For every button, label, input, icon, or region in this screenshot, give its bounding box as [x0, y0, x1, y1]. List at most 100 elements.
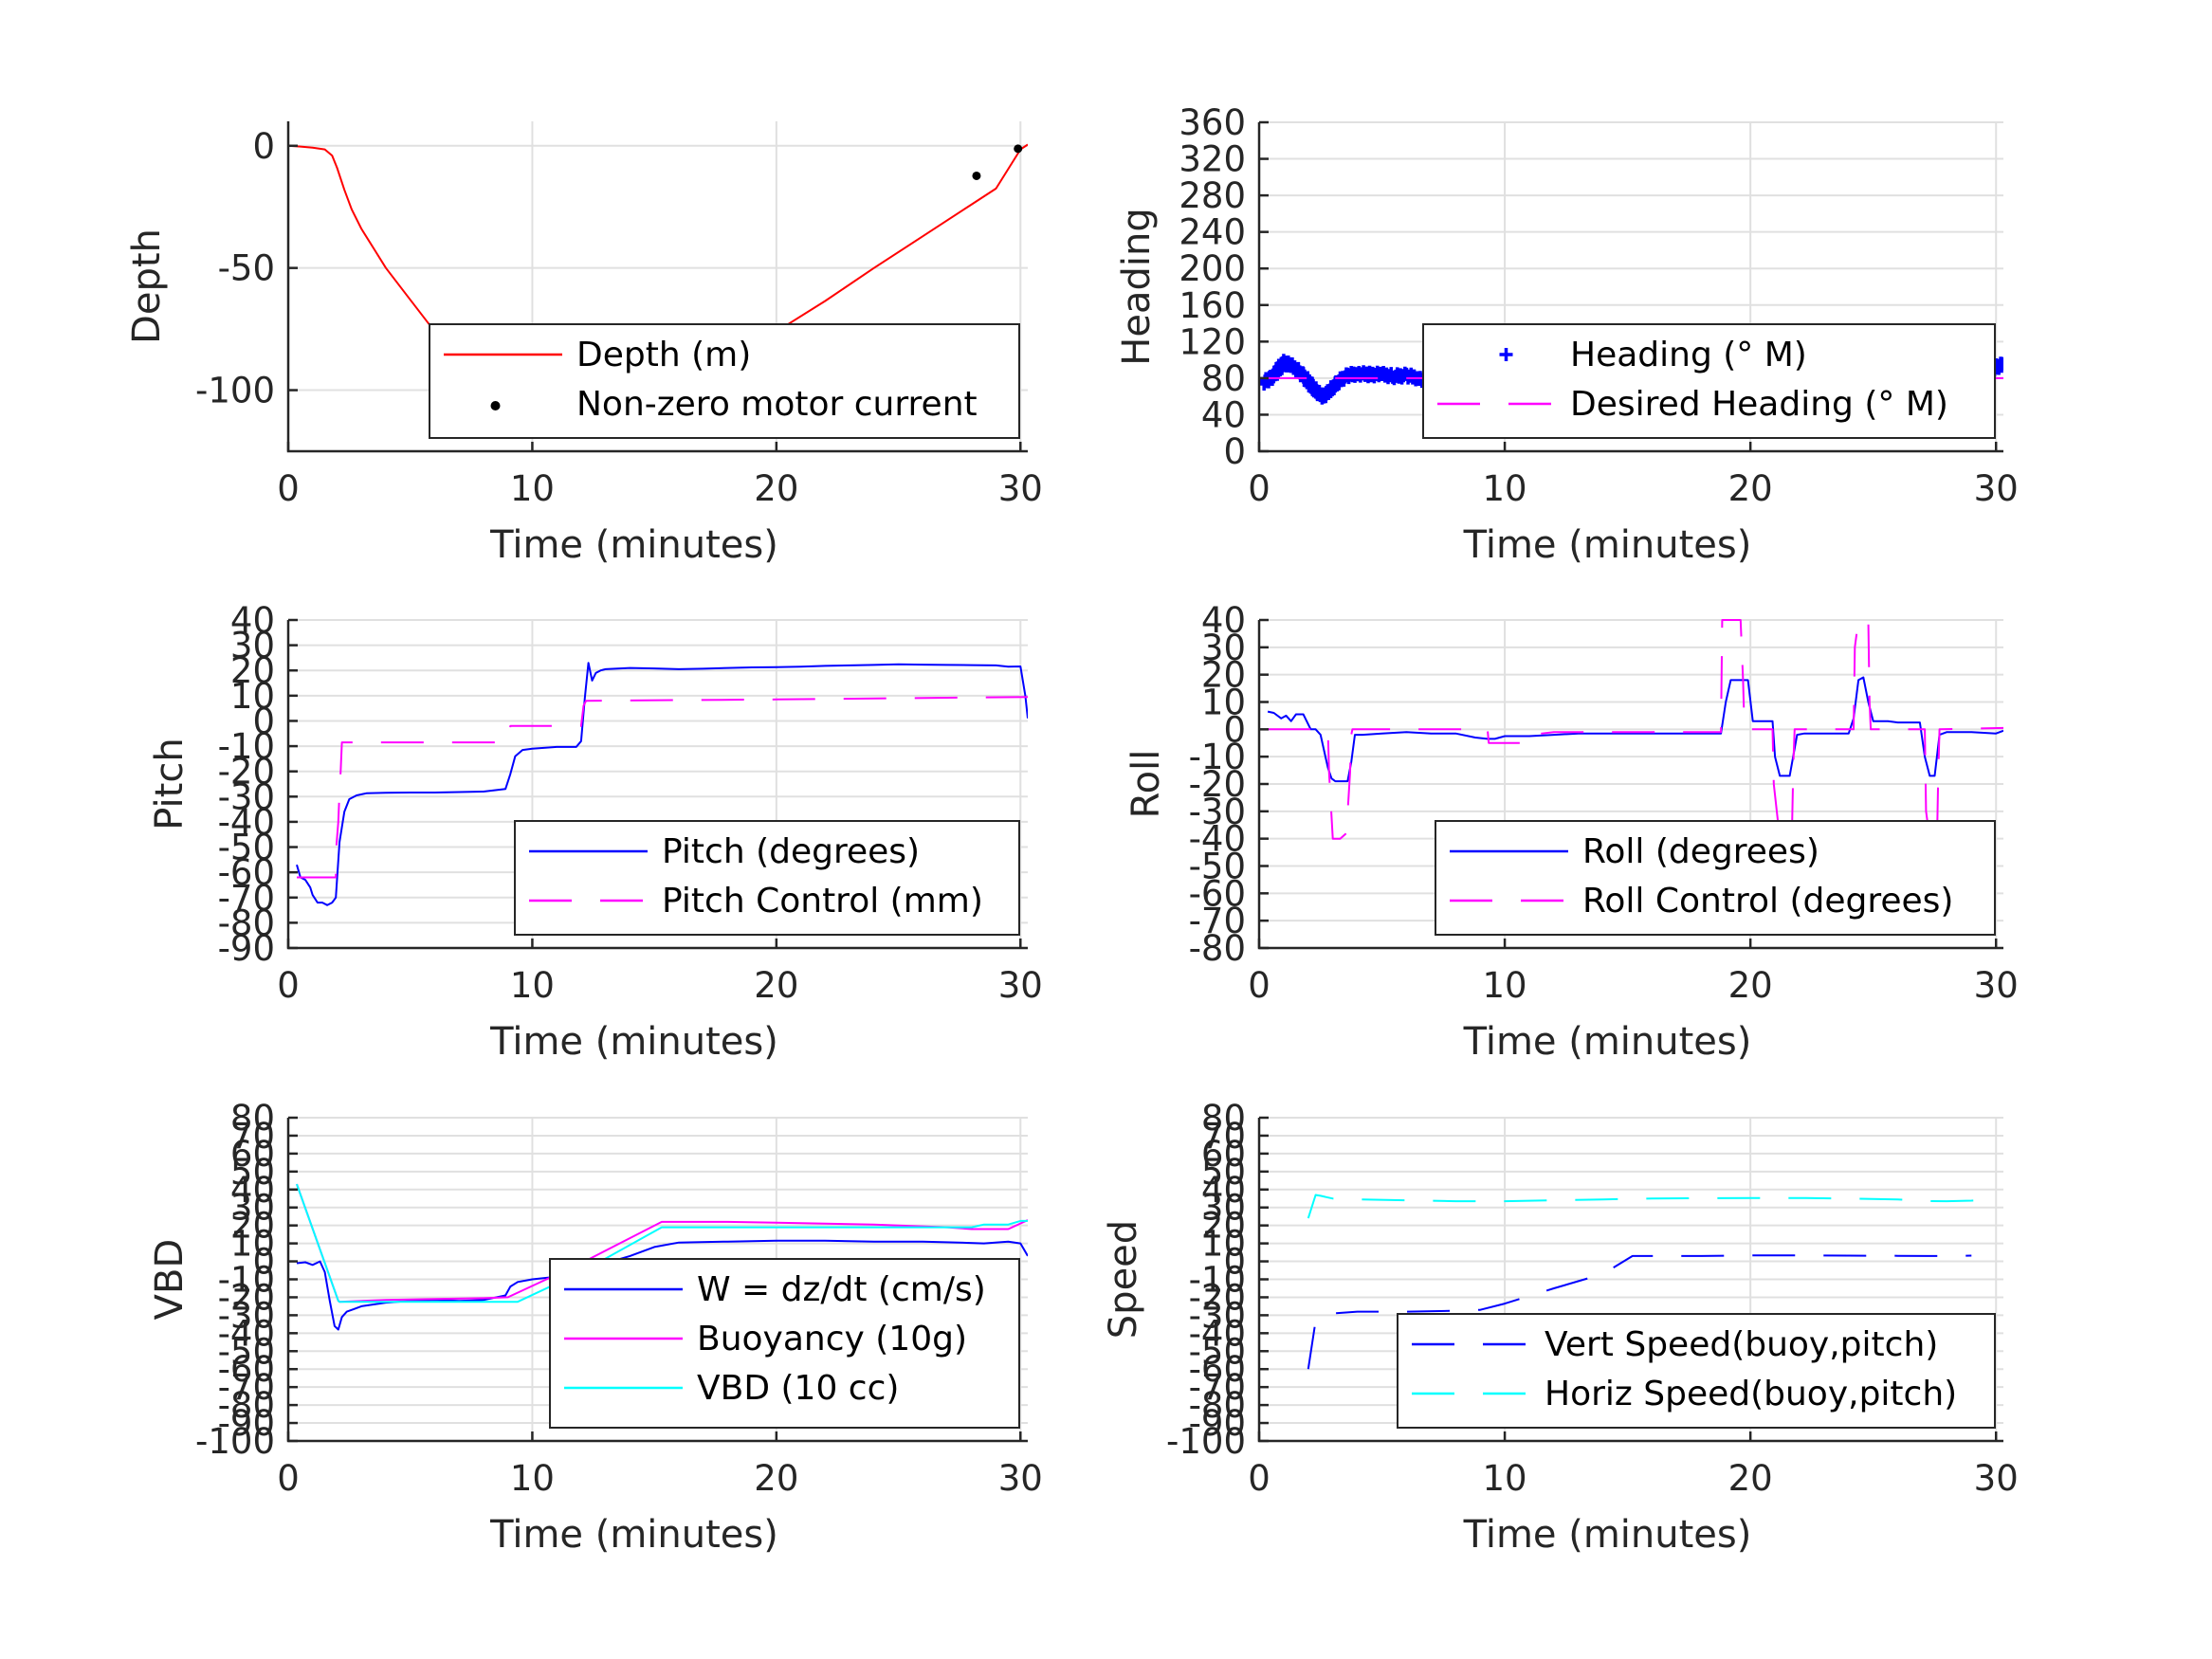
roll-y-tick-label: -20 — [1189, 764, 1246, 805]
vbd-y-tick-label: -10 — [218, 1260, 275, 1301]
speed-y-tick-label: -20 — [1189, 1277, 1246, 1318]
heading-y-tick-label: 240 — [1179, 212, 1246, 253]
roll-y-tick-label: -60 — [1189, 873, 1246, 914]
speed-y-tick-label: 70 — [1201, 1116, 1246, 1157]
roll-y-tick-label: -50 — [1189, 847, 1246, 887]
vbd-x-axis-label: Time (minutes) — [489, 1513, 778, 1557]
heading-legend-marker-0 — [1499, 348, 1513, 361]
heading-x-tick-label: 20 — [1728, 468, 1773, 509]
speed-series-0 — [1307, 1254, 1972, 1370]
speed-y-tick-label: -50 — [1189, 1331, 1246, 1372]
depth-marker — [1014, 144, 1023, 154]
roll-legend-label-0: Roll (degrees) — [1582, 832, 1819, 871]
vbd-y-tick-label: -70 — [218, 1367, 275, 1408]
depth-y-tick-label: 0 — [252, 126, 275, 167]
vbd-y-tick-label: 40 — [230, 1170, 275, 1211]
roll-line — [1267, 676, 2003, 783]
speed-y-tick-label: 80 — [1201, 1098, 1246, 1139]
pitch-legend-label-1: Pitch Control (mm) — [662, 882, 983, 921]
heading-x-tick-label: 0 — [1248, 468, 1271, 509]
heading-y-tick-label: 360 — [1179, 102, 1246, 143]
pitch-series — [296, 662, 1028, 906]
pitch-x-tick-label: 0 — [277, 965, 300, 1006]
vbd-y-tick-label: 80 — [230, 1098, 275, 1139]
vbd-legend: W = dz/dt (cm/s) Buoyancy (10g) VBD (10 cc… — [549, 1258, 1020, 1429]
pitch-y-tick-label: 30 — [230, 626, 275, 666]
speed-x-tick-label: 0 — [1248, 1458, 1271, 1499]
vbd-x-tick-label: 20 — [754, 1458, 798, 1499]
vbd-legend-label-0: W = dz/dt (cm/s) — [697, 1270, 986, 1309]
pitch-panel: 0 10 20 30403020100-10-20-30-40-50-60-70-80… — [148, 600, 1043, 1064]
roll-x-axis-label: Time (minutes) — [1463, 1020, 1752, 1064]
vbd-panel: 0 10 20 3080706050403020100-10-20-30-40-50-… — [148, 1098, 1043, 1557]
vbd-y-tick-label: -60 — [218, 1349, 275, 1390]
vbd-y-tick-label: 10 — [230, 1224, 275, 1265]
vbd-legend-box — [549, 1258, 1020, 1429]
heading-x-tick-label: 10 — [1483, 468, 1527, 509]
roll-legend-label-1: Roll Control (degrees) — [1582, 882, 1953, 921]
speed-y-tick-label: -70 — [1189, 1367, 1246, 1408]
speed-legend-box — [1397, 1313, 1996, 1429]
speed-x-axis-label: Time (minutes) — [1463, 1513, 1752, 1557]
depth-legend-label-0: Depth (m) — [576, 336, 751, 374]
depth-y-tick-label: -50 — [218, 248, 275, 289]
roll-y-axis-label: Roll — [1124, 750, 1168, 819]
roll-x-tick-label: 20 — [1728, 965, 1773, 1006]
speed-panel: 0 10 20 3080706050403020100-10-20-30-40-50-… — [1102, 1098, 2019, 1557]
pitch-x-tick-label: 10 — [510, 965, 555, 1006]
vbd-axes: 0 10 20 3080706050403020100-10-20-30-40-50-… — [195, 1098, 1043, 1499]
heading-legend-label-0: Heading (° M) — [1570, 336, 1807, 374]
roll-y-tick-label: -30 — [1189, 792, 1246, 832]
heading-y-tick-label: 200 — [1179, 248, 1246, 289]
pitch-line — [297, 696, 1028, 879]
pitch-y-tick-label: -30 — [218, 776, 275, 817]
speed-x-tick-label: 20 — [1728, 1458, 1773, 1499]
vbd-y-tick-label: 20 — [230, 1206, 275, 1247]
heading-y-tick-label: 320 — [1179, 139, 1246, 180]
speed-y-tick-label: -80 — [1189, 1385, 1246, 1426]
vbd-series-2 — [296, 1183, 1028, 1304]
depth-legend-marker-1 — [490, 401, 501, 410]
vbd-line — [296, 1239, 1028, 1331]
speed-x-tick-label: 10 — [1483, 1458, 1527, 1499]
speed-legend-label-1: Horiz Speed(buoy,pitch) — [1545, 1375, 1957, 1413]
roll-y-tick-label: -70 — [1189, 901, 1246, 941]
pitch-y-tick-label: -90 — [218, 928, 275, 969]
heading-x-tick-label: 30 — [1974, 468, 2019, 509]
speed-x-tick-label: 30 — [1974, 1458, 2019, 1499]
vbd-y-tick-label: 0 — [252, 1242, 275, 1283]
depth-x-axis-label: Time (minutes) — [489, 523, 778, 567]
pitch-legend-label-0: Pitch (degrees) — [662, 832, 920, 871]
depth-legend: Depth (m) Non-zero motor current — [429, 323, 1020, 439]
vbd-y-tick-label: -20 — [218, 1277, 275, 1318]
speed-legend-label-0: Vert Speed(buoy,pitch) — [1545, 1325, 1938, 1364]
depth-x-tick-label: 0 — [277, 468, 300, 509]
speed-y-tick-label: 0 — [1223, 1242, 1246, 1283]
pitch-y-tick-label: 20 — [230, 650, 275, 691]
heading-y-tick-label: 40 — [1201, 394, 1246, 435]
speed-y-tick-label: 50 — [1201, 1152, 1246, 1193]
heading-y-tick-label: 80 — [1201, 358, 1246, 399]
roll-x-tick-label: 0 — [1248, 965, 1271, 1006]
depth-x-tick-label: 30 — [998, 468, 1043, 509]
vbd-x-tick-label: 30 — [998, 1458, 1043, 1499]
heading-x-axis-label: Time (minutes) — [1463, 523, 1752, 567]
speed-y-tick-label: -30 — [1189, 1295, 1246, 1336]
speed-y-tick-label: -10 — [1189, 1260, 1246, 1301]
speed-y-tick-label: -40 — [1189, 1313, 1246, 1354]
roll-y-tick-label: -40 — [1189, 819, 1246, 860]
depth-legend-label-1: Non-zero motor current — [576, 385, 978, 424]
roll-y-tick-label: 0 — [1223, 709, 1246, 750]
vbd-y-tick-label: -40 — [218, 1313, 275, 1354]
pitch-series-0 — [296, 662, 1028, 906]
depth-axes: 0 10 20 30 0 -50 -100 — [195, 121, 1043, 509]
speed-y-tick-label: 60 — [1201, 1134, 1246, 1175]
heading-y-tick-label: 280 — [1179, 175, 1246, 216]
roll-legend-box — [1435, 820, 1996, 936]
roll-y-tick-label: -10 — [1189, 737, 1246, 777]
speed-y-tick-label: 10 — [1201, 1224, 1246, 1265]
vbd-series-0 — [296, 1239, 1028, 1331]
pitch-x-tick-label: 30 — [998, 965, 1043, 1006]
